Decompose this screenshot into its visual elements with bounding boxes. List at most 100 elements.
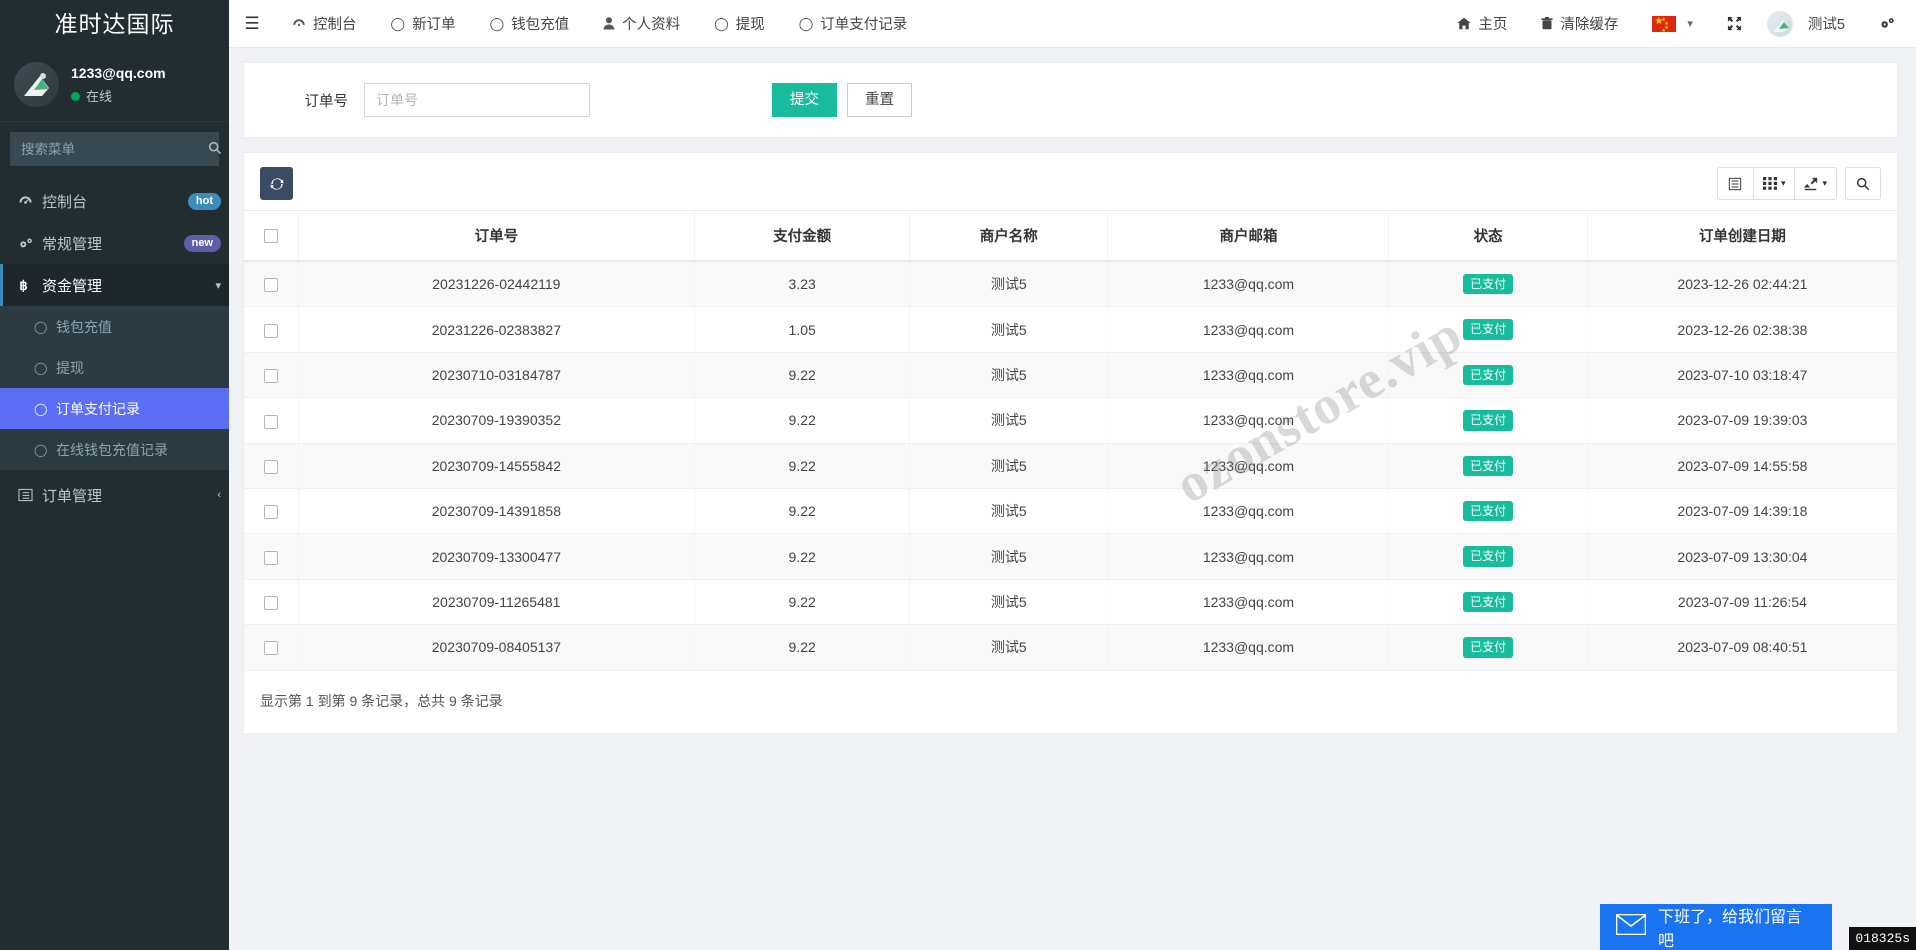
row-checkbox[interactable] <box>263 278 278 293</box>
search-input[interactable] <box>11 141 208 157</box>
cell-amount: 9.22 <box>694 397 911 444</box>
nav-item-label: 个人资料 <box>622 17 681 33</box>
chat-widget[interactable]: 下班了，给我们留言吧 <box>1600 904 1832 950</box>
settings-button[interactable] <box>1862 0 1916 47</box>
row-checkbox[interactable] <box>263 414 278 429</box>
nav-item-home[interactable]: 主页 <box>1440 0 1524 47</box>
brand-title[interactable]: 准时达国际 <box>0 0 229 48</box>
envelope-icon <box>1615 913 1647 940</box>
nav-item-order-payment-records[interactable]: ◯ 订单支付记录 <box>782 0 925 47</box>
sidebar-item-order-management[interactable]: 订单管理 ‹ <box>0 470 229 520</box>
gears-icon <box>18 236 42 251</box>
table-row[interactable]: 20231226-02383827 1.05 测试5 1233@qq.com 已支付 20… <box>244 306 1897 353</box>
search-icon[interactable] <box>1845 167 1881 200</box>
grid-columns-icon[interactable]: ▾ <box>1752 167 1795 200</box>
table-row[interactable]: 20230709-19390352 9.22 测试5 1233@qq.com 已支付 20… <box>244 397 1897 444</box>
toolbar-left <box>260 167 293 200</box>
user-status: 在线 <box>71 87 166 107</box>
row-checkbox[interactable] <box>263 369 278 384</box>
sidebar-item-dashboard[interactable]: 控制台 hot <box>0 180 229 222</box>
select-all-checkbox[interactable] <box>263 228 278 243</box>
cell-created: 2023-07-09 11:26:54 <box>1587 579 1897 626</box>
nav-item-dashboard[interactable]: 控制台 <box>275 0 374 47</box>
row-select-cell[interactable] <box>244 488 299 535</box>
col-order-no[interactable]: 订单号 <box>298 210 696 262</box>
search-icon[interactable] <box>208 133 222 165</box>
language-selector[interactable]: ★ ★ ★ ★ ★ ▾ <box>1635 0 1710 47</box>
export-icon[interactable]: ▾ <box>1794 167 1837 200</box>
user-status-label: 在线 <box>86 88 113 104</box>
table-row[interactable]: 20231226-02442119 3.23 测试5 1233@qq.com 已支付 20… <box>244 261 1897 308</box>
select-all-header[interactable] <box>244 210 299 262</box>
cell-email: 1233@qq.com <box>1107 488 1390 535</box>
cell-status: 已支付 <box>1388 306 1588 353</box>
user-menu[interactable]: 测试5 <box>1759 0 1862 47</box>
row-select-cell[interactable] <box>244 261 299 308</box>
sidebar-item-general[interactable]: 常规管理 new <box>0 222 229 264</box>
table-row[interactable]: 20230709-08405137 9.22 测试5 1233@qq.com 已支付 20… <box>244 624 1897 671</box>
col-created[interactable]: 订单创建日期 <box>1587 210 1897 262</box>
filter-form: 订单号 提交 重置 <box>244 63 1897 137</box>
row-select-cell[interactable] <box>244 624 299 671</box>
home-icon <box>1457 17 1471 30</box>
sidebar-item-withdraw[interactable]: ◯ 提现 <box>0 347 229 388</box>
table-row[interactable]: 20230710-03184787 9.22 测试5 1233@qq.com 已支付 20… <box>244 352 1897 399</box>
hamburger-icon[interactable]: ☰ <box>244 13 260 33</box>
row-select-cell[interactable] <box>244 306 299 353</box>
row-select-cell[interactable] <box>244 443 299 489</box>
table-row[interactable]: 20230709-14391858 9.22 测试5 1233@qq.com 已支付 20… <box>244 488 1897 535</box>
col-amount[interactable]: 支付金额 <box>694 210 911 262</box>
filter-buttons: 提交 重置 <box>772 83 912 117</box>
sidebar-item-wallet-recharge[interactable]: ◯ 钱包充值 <box>0 306 229 347</box>
nav-item-profile[interactable]: 个人资料 <box>586 0 697 47</box>
table-row[interactable]: 20230709-11265481 9.22 测试5 1233@qq.com 已支付 20… <box>244 579 1897 626</box>
row-select-cell[interactable] <box>244 352 299 399</box>
cell-merchant: 测试5 <box>909 397 1109 444</box>
row-checkbox[interactable] <box>263 641 278 656</box>
table-row[interactable]: 20230709-13300477 9.22 测试5 1233@qq.com 已支付 20… <box>244 533 1897 580</box>
nav-item-wallet-recharge[interactable]: ◯ 钱包充值 <box>473 0 587 47</box>
avatar[interactable] <box>14 62 59 107</box>
refresh-icon[interactable] <box>260 167 293 200</box>
row-checkbox[interactable] <box>263 550 278 565</box>
row-checkbox[interactable] <box>263 459 278 474</box>
sidebar-item-label: 订单管理 <box>42 487 103 505</box>
reset-button[interactable]: 重置 <box>847 83 912 117</box>
sidebar-search <box>0 122 229 176</box>
cell-order-no: 20230709-11265481 <box>298 579 696 626</box>
sidebar-item-order-payment-records[interactable]: ◯ 订单支付记录 <box>0 388 229 429</box>
row-checkbox[interactable] <box>263 505 278 520</box>
list-view-icon[interactable] <box>1716 167 1753 200</box>
col-email[interactable]: 商户邮箱 <box>1107 210 1390 262</box>
sidebar-item-label: 资金管理 <box>42 277 103 295</box>
submit-button[interactable]: 提交 <box>772 83 837 117</box>
row-checkbox[interactable] <box>263 323 278 338</box>
nav-item-clear-cache[interactable]: 清除缓存 <box>1524 0 1635 47</box>
row-select-cell[interactable] <box>244 397 299 444</box>
badge-new: new <box>183 234 221 252</box>
row-checkbox[interactable] <box>263 596 278 611</box>
sidebar-item-online-wallet-records[interactable]: ◯ 在线钱包充值记录 <box>0 429 229 470</box>
cell-merchant: 测试5 <box>909 443 1109 489</box>
col-merchant[interactable]: 商户名称 <box>909 210 1109 262</box>
nav-item-new-order[interactable]: ◯ 新订单 <box>374 0 473 47</box>
row-select-cell[interactable] <box>244 579 299 626</box>
circle-o-icon: ◯ <box>390 15 406 31</box>
fullscreen-button[interactable] <box>1710 0 1759 47</box>
order-no-input[interactable] <box>364 83 590 117</box>
col-status[interactable]: 状态 <box>1388 210 1588 262</box>
nav-item-label: 钱包充值 <box>511 17 570 33</box>
row-select-cell[interactable] <box>244 533 299 580</box>
gears-icon <box>1879 16 1896 31</box>
table-row[interactable]: 20230709-14555842 9.22 测试5 1233@qq.com 已支付 20… <box>244 443 1897 489</box>
circle-o-icon: ◯ <box>34 401 48 416</box>
trash-icon <box>1541 17 1554 30</box>
cell-status: 已支付 <box>1388 624 1588 671</box>
nav-item-withdraw[interactable]: ◯ 提现 <box>697 0 782 47</box>
cell-amount: 9.22 <box>694 533 911 580</box>
bitcoin-icon: ฿ <box>18 278 42 293</box>
order-no-label: 订单号 <box>304 93 349 110</box>
nav-item-label: 订单支付记录 <box>820 17 908 33</box>
sidebar-item-funds[interactable]: ฿ 资金管理 ▾ ◯ 钱包充值 ◯ 提现 ◯ 订单支付记录 <box>0 264 229 470</box>
cell-status: 已支付 <box>1388 579 1588 626</box>
